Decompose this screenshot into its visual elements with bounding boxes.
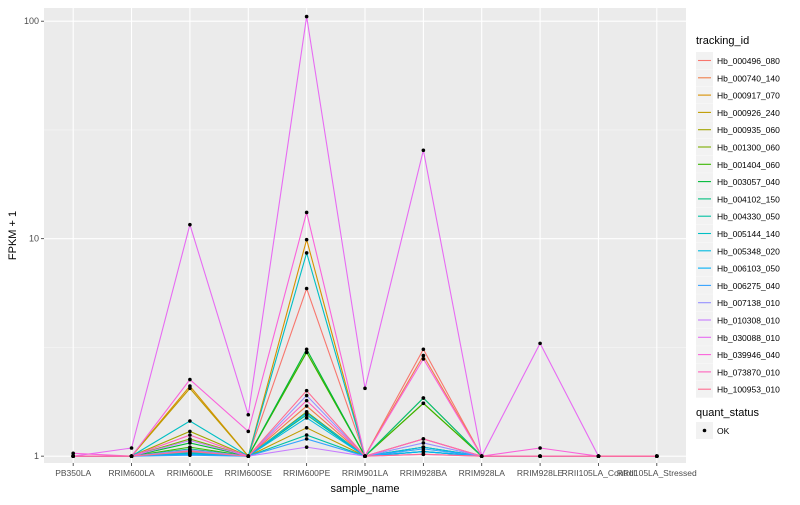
data-point <box>421 447 426 451</box>
legend-label: Hb_005348_020 <box>717 246 780 256</box>
data-point <box>421 452 426 457</box>
legend-label: Hb_010308_010 <box>717 316 780 326</box>
data-point <box>304 404 309 408</box>
legend-label: Hb_039946_040 <box>717 350 780 360</box>
data-point <box>538 341 542 346</box>
data-point <box>304 398 309 403</box>
data-point <box>304 286 309 291</box>
legend-label: Hb_006275_040 <box>717 281 780 291</box>
legend-label: Hb_004102_150 <box>717 194 780 204</box>
legend-label: Hb_003057_040 <box>717 177 780 187</box>
plot-panel <box>44 8 686 463</box>
legend-label: Hb_000496_080 <box>717 56 780 66</box>
data-point <box>304 210 309 215</box>
x-tick-label: RRIM928LA <box>459 468 506 478</box>
x-tick-label: RRIM600SE <box>225 468 273 478</box>
data-point <box>188 386 192 391</box>
legend-label: Hb_007138_010 <box>717 298 780 308</box>
legend-label: Hb_001300_060 <box>717 143 780 153</box>
data-point <box>538 454 542 458</box>
data-point <box>304 393 309 398</box>
legend-label: Hb_000935_060 <box>717 125 780 135</box>
data-point <box>421 437 426 441</box>
x-tick-label: RRIM600LA <box>108 468 155 478</box>
data-point <box>421 449 426 454</box>
legend: tracking_id Hb_000496_080 Hb_000740_140 Hb_… <box>696 35 780 439</box>
data-point <box>304 416 309 420</box>
data-point <box>304 237 309 242</box>
data-point <box>188 419 192 423</box>
x-axis-title: sample_name <box>330 483 399 495</box>
legend-label: Hb_000926_240 <box>717 108 780 118</box>
y-tick-label: 10 <box>29 234 39 244</box>
data-point <box>188 429 192 434</box>
data-point <box>421 148 426 153</box>
data-point <box>246 412 251 417</box>
data-point <box>538 446 542 450</box>
data-point <box>246 454 251 458</box>
data-point <box>421 401 426 406</box>
data-point <box>304 14 309 19</box>
legend-label: Hb_006103_050 <box>717 264 780 274</box>
legend-label: Hb_001404_060 <box>717 160 780 170</box>
series-points <box>71 14 659 458</box>
x-tick-label: RRII105LA_Control <box>562 468 636 478</box>
data-point <box>304 437 309 441</box>
legend-label: Hb_000917_070 <box>717 91 780 101</box>
data-point <box>188 453 192 458</box>
x-tick-label: RRIM928LE <box>517 468 564 478</box>
data-point <box>129 446 134 450</box>
data-point <box>188 377 192 382</box>
legend2-key-point <box>702 428 707 433</box>
legend-label: Hb_073870_010 <box>717 367 780 377</box>
legend-label: Hb_030088_010 <box>717 333 780 343</box>
data-point <box>421 441 426 445</box>
legend-label: Hb_100953_010 <box>717 385 780 395</box>
data-point <box>421 357 426 361</box>
data-point <box>188 222 192 227</box>
data-point <box>304 350 309 355</box>
data-point <box>421 396 426 400</box>
legend-title: tracking_id <box>696 35 749 47</box>
data-point <box>363 454 367 458</box>
data-point <box>188 449 192 454</box>
x-tick-label: RRIM901LA <box>342 468 389 478</box>
data-point <box>129 454 134 458</box>
data-point <box>304 433 309 437</box>
legend-label: Hb_005144_140 <box>717 229 780 239</box>
data-point <box>596 454 601 458</box>
data-point <box>363 386 367 391</box>
y-tick-label: 1 <box>34 451 39 461</box>
data-point <box>304 388 309 393</box>
x-tick-label: PB350LA <box>55 468 91 478</box>
legend-label: Hb_004330_050 <box>717 212 780 222</box>
data-point <box>304 426 309 430</box>
data-point <box>479 454 484 458</box>
y-axis-title: FPKM + 1 <box>7 211 19 260</box>
y-tick-label: 100 <box>24 16 39 26</box>
data-point <box>71 451 75 456</box>
legend2-label: OK <box>717 426 730 436</box>
x-tick-label: RRIM928BA <box>400 468 448 478</box>
data-point <box>188 433 192 437</box>
data-point <box>421 353 426 358</box>
legend-label: Hb_000740_140 <box>717 73 780 83</box>
x-tick-label: RRIM600LE <box>167 468 214 478</box>
data-point <box>188 438 192 443</box>
data-point <box>304 411 309 415</box>
data-point <box>304 445 309 449</box>
data-point <box>246 429 251 434</box>
data-point <box>71 454 75 458</box>
x-tick-label: RRII105LA_Stressed <box>617 468 697 478</box>
axes: 1 10 100 PB350LA RRIM600LA RRIM600LE RRIM600SE… <box>7 16 697 495</box>
x-tick-label: RRIM600PE <box>283 468 331 478</box>
data-point <box>304 347 309 352</box>
data-point <box>421 347 426 352</box>
data-point <box>655 454 659 458</box>
data-point <box>304 251 309 255</box>
legend2-title: quant_status <box>696 407 759 419</box>
